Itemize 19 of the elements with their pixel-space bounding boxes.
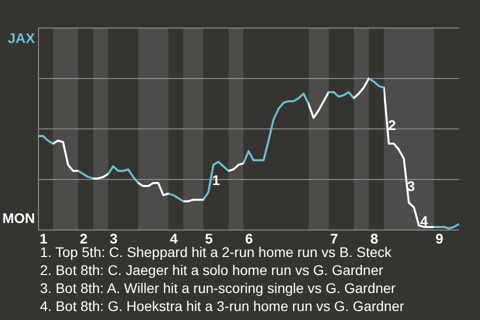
x-tick-label: 4 <box>170 230 178 246</box>
text: 1. Top 5th: C. Sheppard hit a 2-run home run vs B. Steck <box>40 244 392 260</box>
x-tick-label: 1 <box>40 230 48 246</box>
annotation: 2 <box>388 117 396 133</box>
text: 4. Bot 8th: G. Hoekstra hit a 3-run home run vs G. Gardner <box>40 298 404 314</box>
annotation: 4 <box>420 213 428 229</box>
x-tick-label: 8 <box>370 230 378 246</box>
text: 3. Bot 8th: A. Willer hit a run-scoring single vs G. Gardner <box>40 280 396 296</box>
annotation: 1 <box>212 172 220 188</box>
x-tick-label: 6 <box>245 230 254 246</box>
x-tick-label: 9 <box>436 230 444 246</box>
x-tick-label: 3 <box>110 230 118 246</box>
ref-line-label: MON <box>2 210 35 226</box>
x-tick-label: 5 <box>205 230 214 246</box>
x-tick-label: 7 <box>330 230 338 246</box>
annotation: 3 <box>407 178 416 194</box>
ref-line-label: JAX <box>8 30 36 46</box>
x-tick-label: 2 <box>80 230 88 246</box>
text: 2. Bot 8th: C. Jaeger hit a solo home run vs G. Gardner <box>40 262 384 278</box>
